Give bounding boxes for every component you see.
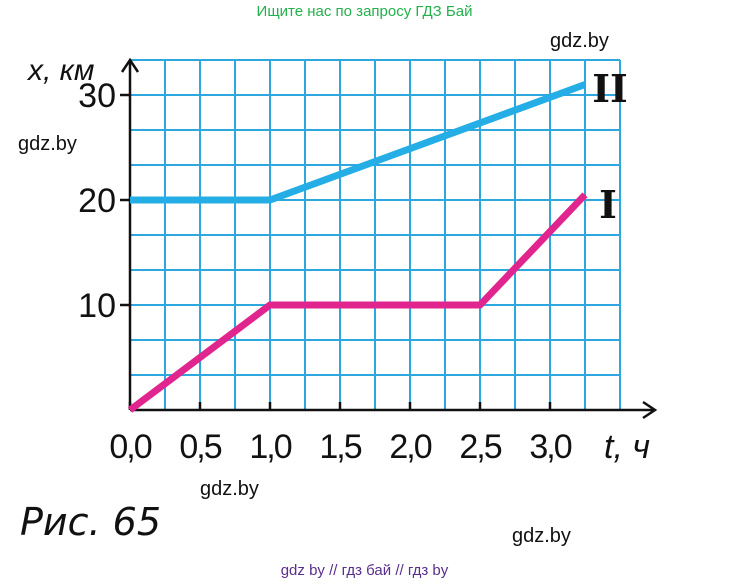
y-axis-label: x, км: [26, 54, 94, 87]
watermark-gdz-bottom-center: gdz.by: [200, 478, 259, 500]
chart-series: [127, 81, 588, 413]
x-tick-label: 3,0: [529, 428, 571, 466]
y-axis-arrow-icon: [120, 57, 140, 73]
bottom-watermark: gdz by // гдз бай // гдз by: [280, 562, 449, 579]
x-tick-label: 2,5: [459, 428, 501, 466]
x-tick-label: 0,0: [109, 428, 151, 466]
watermark-gdz-left: gdz.by: [18, 133, 77, 155]
series-I-label: I: [599, 182, 617, 227]
y-tick-label: 30: [78, 77, 116, 115]
figure-caption: Рис. 65: [20, 500, 162, 544]
top-watermark: Ищите нас по запросу ГДЗ Бай: [256, 3, 473, 20]
series-I-line: [127, 192, 588, 413]
y-tick-label: 20: [78, 182, 116, 220]
x-tick-label: 1,5: [319, 428, 361, 466]
x-tick-label: 2,0: [389, 428, 431, 466]
y-tick-label: 10: [78, 287, 116, 325]
watermark-gdz-top-right: gdz.by: [550, 30, 609, 52]
x-tick-label: 1,0: [249, 428, 291, 466]
x-axis-arrow-icon: [642, 400, 658, 420]
series-II-line: [130, 81, 587, 204]
series-II-label: II: [592, 66, 628, 111]
watermark-gdz-bottom-right: gdz.by: [512, 525, 571, 547]
chart-tick-labels: 0,0 0,5 1,0 1,5 2,0 2,5 3,0 10 20 30x, км t, ч: [26, 54, 650, 466]
x-tick-label: 0,5: [179, 428, 221, 466]
x-axis-label: t, ч: [604, 428, 650, 466]
chart-series-labels: III: [592, 66, 628, 227]
chart-axes: [120, 57, 658, 420]
